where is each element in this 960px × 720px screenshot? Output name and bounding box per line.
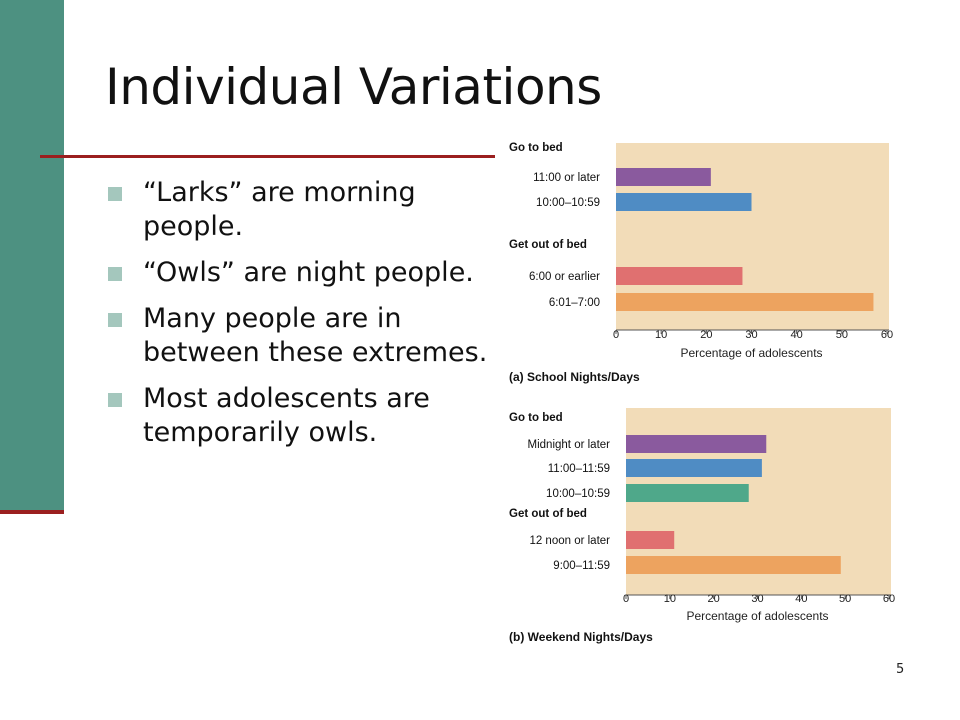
slide-title: Individual Variations xyxy=(105,58,602,116)
bullet-text: Many people are in between these extreme… xyxy=(143,303,488,368)
title-divider xyxy=(40,155,495,158)
bullet-item: Many people are in between these extreme… xyxy=(108,302,498,370)
x-tick-label: 20 xyxy=(708,593,720,605)
chart-caption: (a) School Nights/Days xyxy=(509,370,640,384)
bar xyxy=(626,459,762,477)
category-label: 11:00–11:59 xyxy=(548,463,610,475)
bullet-square-icon xyxy=(108,313,122,327)
group-label: Go to bed xyxy=(509,412,563,424)
bullet-item: “Owls” are night people. xyxy=(108,256,498,290)
group-label: Get out of bed xyxy=(509,508,587,520)
x-tick-label: 20 xyxy=(700,329,712,341)
x-axis-label: Percentage of adolescents xyxy=(686,609,828,623)
category-label: 9:00–11:59 xyxy=(553,560,610,572)
bar xyxy=(616,293,874,311)
x-tick-label: 0 xyxy=(623,593,629,605)
bullet-item: “Larks” are morning people. xyxy=(108,176,498,244)
group-label: Get out of bed xyxy=(509,239,587,251)
bullet-square-icon xyxy=(108,267,122,281)
bar xyxy=(626,531,675,549)
group-label: Go to bed xyxy=(509,142,563,154)
bar xyxy=(626,484,749,502)
bar xyxy=(626,556,841,574)
x-tick-label: 30 xyxy=(745,329,757,341)
accent-sidebar xyxy=(0,0,64,512)
bullet-text: “Owls” are night people. xyxy=(143,257,474,288)
bullet-list: “Larks” are morning people. “Owls” are n… xyxy=(108,176,498,462)
bullet-text: Most adolescents are temporarily owls. xyxy=(143,383,430,448)
x-tick-label: 60 xyxy=(881,329,893,341)
x-tick-label: 10 xyxy=(655,329,667,341)
accent-sidebar-edge xyxy=(0,510,64,514)
bullet-square-icon xyxy=(108,393,122,407)
category-label: 11:00 or later xyxy=(533,172,600,184)
category-label: 6:01–7:00 xyxy=(549,297,600,309)
x-tick-label: 50 xyxy=(839,593,851,605)
bar xyxy=(616,193,752,211)
page-number: 5 xyxy=(896,662,905,677)
x-tick-label: 30 xyxy=(751,593,763,605)
category-label: 10:00–10:59 xyxy=(536,197,600,209)
bar xyxy=(616,267,743,285)
x-tick-label: 50 xyxy=(836,329,848,341)
bar xyxy=(626,435,767,453)
bullet-square-icon xyxy=(108,187,122,201)
category-label: 6:00 or earlier xyxy=(529,271,600,283)
bar xyxy=(616,168,711,186)
x-axis-label: Percentage of adolescents xyxy=(680,346,822,360)
bullet-item: Most adolescents are temporarily owls. xyxy=(108,382,498,450)
category-label: 12 noon or later xyxy=(529,535,610,547)
x-tick-label: 10 xyxy=(664,593,676,605)
chart-caption: (b) Weekend Nights/Days xyxy=(509,630,653,644)
x-tick-label: 40 xyxy=(791,329,803,341)
x-tick-label: 0 xyxy=(613,329,619,341)
sleep-schedule-charts: 0 10 20 30 40 50 60 Percentage of adolescents (a… xyxy=(509,142,895,644)
x-tick-label: 60 xyxy=(883,593,895,605)
bullet-text: “Larks” are morning people. xyxy=(143,177,416,242)
category-label: 10:00–10:59 xyxy=(546,488,610,500)
x-tick-label: 40 xyxy=(795,593,807,605)
category-label: Midnight or later xyxy=(528,439,611,451)
